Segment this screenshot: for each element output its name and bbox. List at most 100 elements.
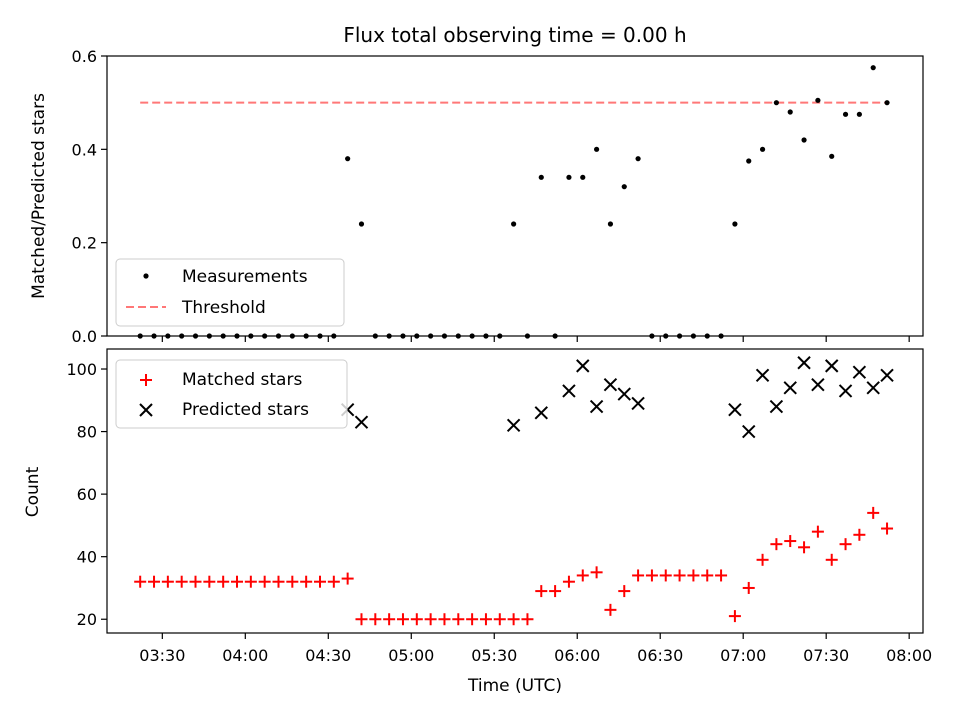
- count-panel: 20 40 60 80 100 03:30 04:00 04:30 05:00 05:30 06:…: [23, 348, 932, 696]
- count-axes-frame: [106, 348, 924, 634]
- predicted-stars-point: [852, 365, 867, 379]
- measurement-point: [538, 174, 544, 180]
- x-tick-label: 06:00: [554, 646, 600, 665]
- x-tick-label: 04:30: [305, 646, 351, 665]
- measurement-point: [746, 158, 752, 164]
- y-tick-label: 0.4: [72, 140, 97, 159]
- predicted-stars-point: [506, 418, 521, 433]
- matched-stars-point: [479, 613, 492, 626]
- matched-stars-point: [313, 575, 326, 588]
- predicted-stars-point: [838, 384, 853, 398]
- matched-stars-point: [355, 613, 368, 626]
- matched-stars-point: [673, 569, 686, 582]
- ratio-legend-box: [115, 258, 345, 327]
- matched-stars-point: [687, 569, 700, 582]
- matched-stars-point: [590, 566, 603, 579]
- measurement-point: [759, 146, 766, 152]
- matched-stars-point: [825, 553, 838, 566]
- matched-stars-point: [881, 522, 894, 535]
- measurement-point: [511, 221, 517, 227]
- x-tick-label: 05:30: [471, 646, 517, 665]
- x-tick-label: 04:00: [222, 646, 268, 665]
- matched-stars-point: [604, 603, 617, 616]
- ratio-axes-frame: [106, 55, 924, 337]
- matched-stars-point: [175, 575, 188, 588]
- matched-stars-point: [839, 538, 852, 551]
- matched-stars-point: [410, 613, 423, 626]
- x-tick-label: 05:00: [388, 646, 434, 665]
- matched-stars-point: [742, 581, 755, 594]
- y-tick-label: 60: [77, 485, 97, 504]
- count-x-axis: 03:30 04:00 04:30 05:00 05:30 06:00 06:30 07:00…: [139, 633, 932, 665]
- y-tick-label: 100: [66, 360, 97, 379]
- x-tick-label: 03:30: [139, 646, 185, 665]
- matched-stars-point: [756, 553, 769, 566]
- y-tick-label: 80: [77, 423, 97, 442]
- matched-stars-point: [272, 575, 285, 588]
- measurements-legend-label: Measurements: [182, 267, 308, 287]
- matched-stars-point: [659, 569, 672, 582]
- count-y-axis: 20 40 60 80 100: [66, 360, 107, 629]
- matched-stars-point: [300, 575, 313, 588]
- matched-stars-point: [784, 535, 797, 548]
- predicted-stars-point: [769, 399, 784, 414]
- matched-stars-point: [258, 575, 271, 588]
- measurement-point: [607, 221, 614, 227]
- predicted-stars-point: [603, 377, 618, 392]
- matched-stars-point: [507, 613, 520, 626]
- matched-stars-point: [867, 506, 880, 519]
- predicted-stars-point: [562, 384, 576, 398]
- measurement-point: [829, 153, 835, 159]
- measurement-point: [870, 65, 876, 71]
- measurement-point: [801, 137, 807, 143]
- x-tick-label: 07:00: [720, 646, 766, 665]
- matched-stars-point: [189, 575, 202, 588]
- count-legend: Matched stars Predicted stars: [115, 359, 348, 429]
- x-axis-label: Time (UTC): [467, 676, 562, 696]
- matched-stars-point: [562, 575, 575, 588]
- predicted-stars-point: [880, 368, 894, 382]
- measurement-point: [621, 184, 627, 190]
- matched-stars-point: [811, 525, 824, 538]
- measurement-point: [787, 109, 793, 115]
- predicted-stars-point: [617, 387, 631, 401]
- matched-stars-point: [148, 575, 161, 588]
- matched-stars-point: [424, 613, 437, 626]
- matched-stars-point: [521, 613, 534, 626]
- measurement-point: [358, 221, 365, 227]
- y-tick-label: 0.0: [72, 327, 97, 346]
- measurement-point: [566, 174, 572, 180]
- matched-stars-point: [715, 569, 728, 582]
- matched-stars-point: [576, 569, 589, 582]
- count-plot-area: [134, 356, 894, 626]
- matched-stars-point: [217, 575, 230, 588]
- y-tick-label: 20: [77, 610, 97, 629]
- matched-legend-label: Matched stars: [182, 370, 302, 390]
- matched-stars-point: [466, 613, 479, 626]
- matched-stars-point: [341, 572, 354, 585]
- matched-stars-point: [134, 575, 147, 588]
- measurement-point: [856, 111, 862, 117]
- matched-stars-point: [770, 538, 783, 551]
- measurement-point: [594, 146, 600, 152]
- measurement-point: [345, 156, 351, 162]
- matched-stars-point: [701, 569, 714, 582]
- measurement-point: [815, 97, 821, 103]
- ratio-legend: Measurements Threshold: [115, 258, 345, 327]
- predicted-stars-point: [783, 381, 797, 395]
- matched-stars-point: [853, 528, 866, 541]
- matched-stars-point: [203, 575, 216, 588]
- matched-stars-point: [327, 575, 340, 588]
- measurement-point: [732, 221, 738, 227]
- matched-stars-point: [396, 613, 409, 626]
- x-tick-label: 08:00: [886, 646, 932, 665]
- matched-stars-point: [438, 613, 451, 626]
- measurement-point: [580, 174, 586, 180]
- matched-stars-point: [798, 541, 811, 554]
- matched-stars-point: [231, 575, 244, 588]
- predicted-stars-point: [576, 359, 590, 373]
- predicted-legend-marker: [139, 403, 153, 417]
- matched-stars-point: [286, 575, 299, 588]
- predicted-stars-point: [354, 415, 369, 429]
